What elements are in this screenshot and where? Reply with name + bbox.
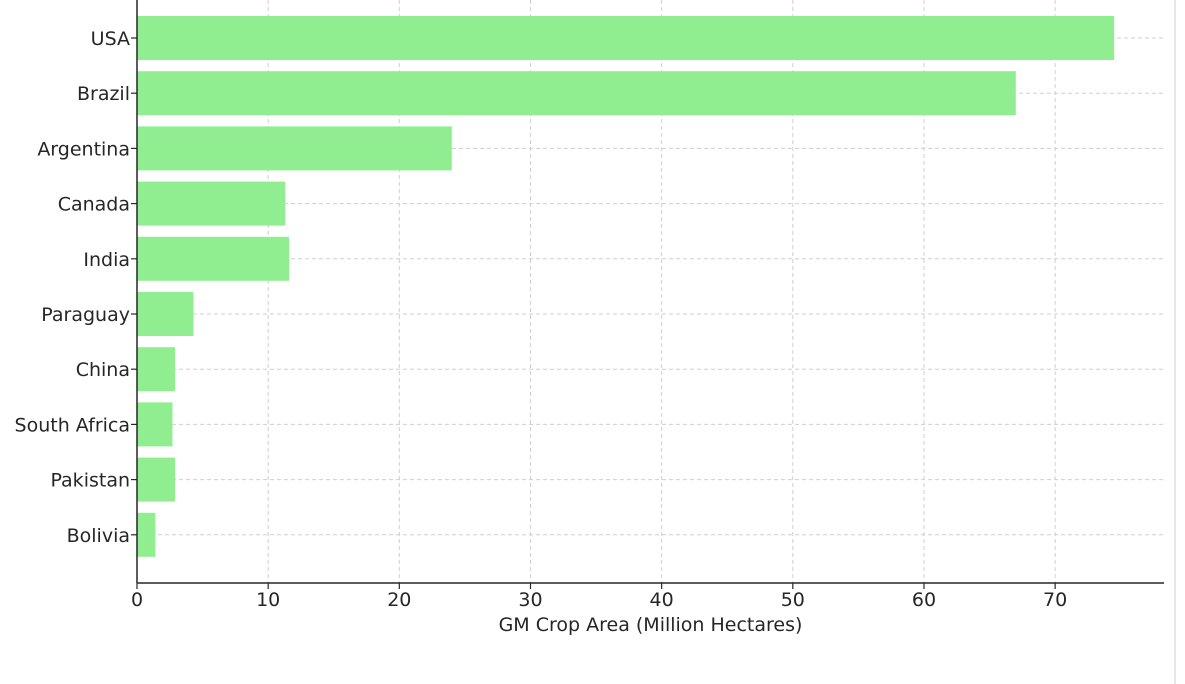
x-tick-label: 40 [650, 589, 674, 611]
x-axis-title: GM Crop Area (Million Hectares) [499, 614, 803, 636]
y-tick-label: Argentina [37, 138, 130, 160]
bar [137, 402, 173, 447]
bar [137, 126, 452, 171]
x-tick-label: 20 [387, 589, 411, 611]
axes [131, 0, 1164, 589]
bar [137, 457, 176, 502]
bars [137, 16, 1115, 557]
bar [137, 236, 290, 281]
x-tick-label: 70 [1043, 589, 1067, 611]
bar [137, 347, 176, 392]
y-tick-label: South Africa [15, 414, 130, 436]
labels: 0 10 20 30 40 50 60 70 USA Brazil Argentina Canada I… [15, 28, 1068, 611]
y-tick-label: Canada [58, 194, 130, 216]
y-tick-label: Brazil [77, 83, 130, 105]
y-tick-label: USA [91, 28, 130, 50]
bar [137, 512, 156, 557]
x-tick-label: 30 [518, 589, 542, 611]
y-tick-label: Pakistan [50, 470, 130, 492]
y-tick-label: China [76, 359, 130, 381]
bar [137, 71, 1016, 116]
window-edge [1174, 0, 1176, 684]
x-tick-label: 60 [912, 589, 936, 611]
x-tick-label: 50 [781, 589, 805, 611]
y-tick-label: Paraguay [41, 304, 130, 326]
bar [137, 16, 1115, 60]
y-tick-label: Bolivia [67, 525, 130, 547]
x-tick-label: 10 [256, 589, 280, 611]
x-tick-label: 0 [131, 589, 143, 611]
y-tick-label: India [83, 249, 130, 271]
bar [137, 292, 194, 336]
bar [137, 181, 286, 226]
